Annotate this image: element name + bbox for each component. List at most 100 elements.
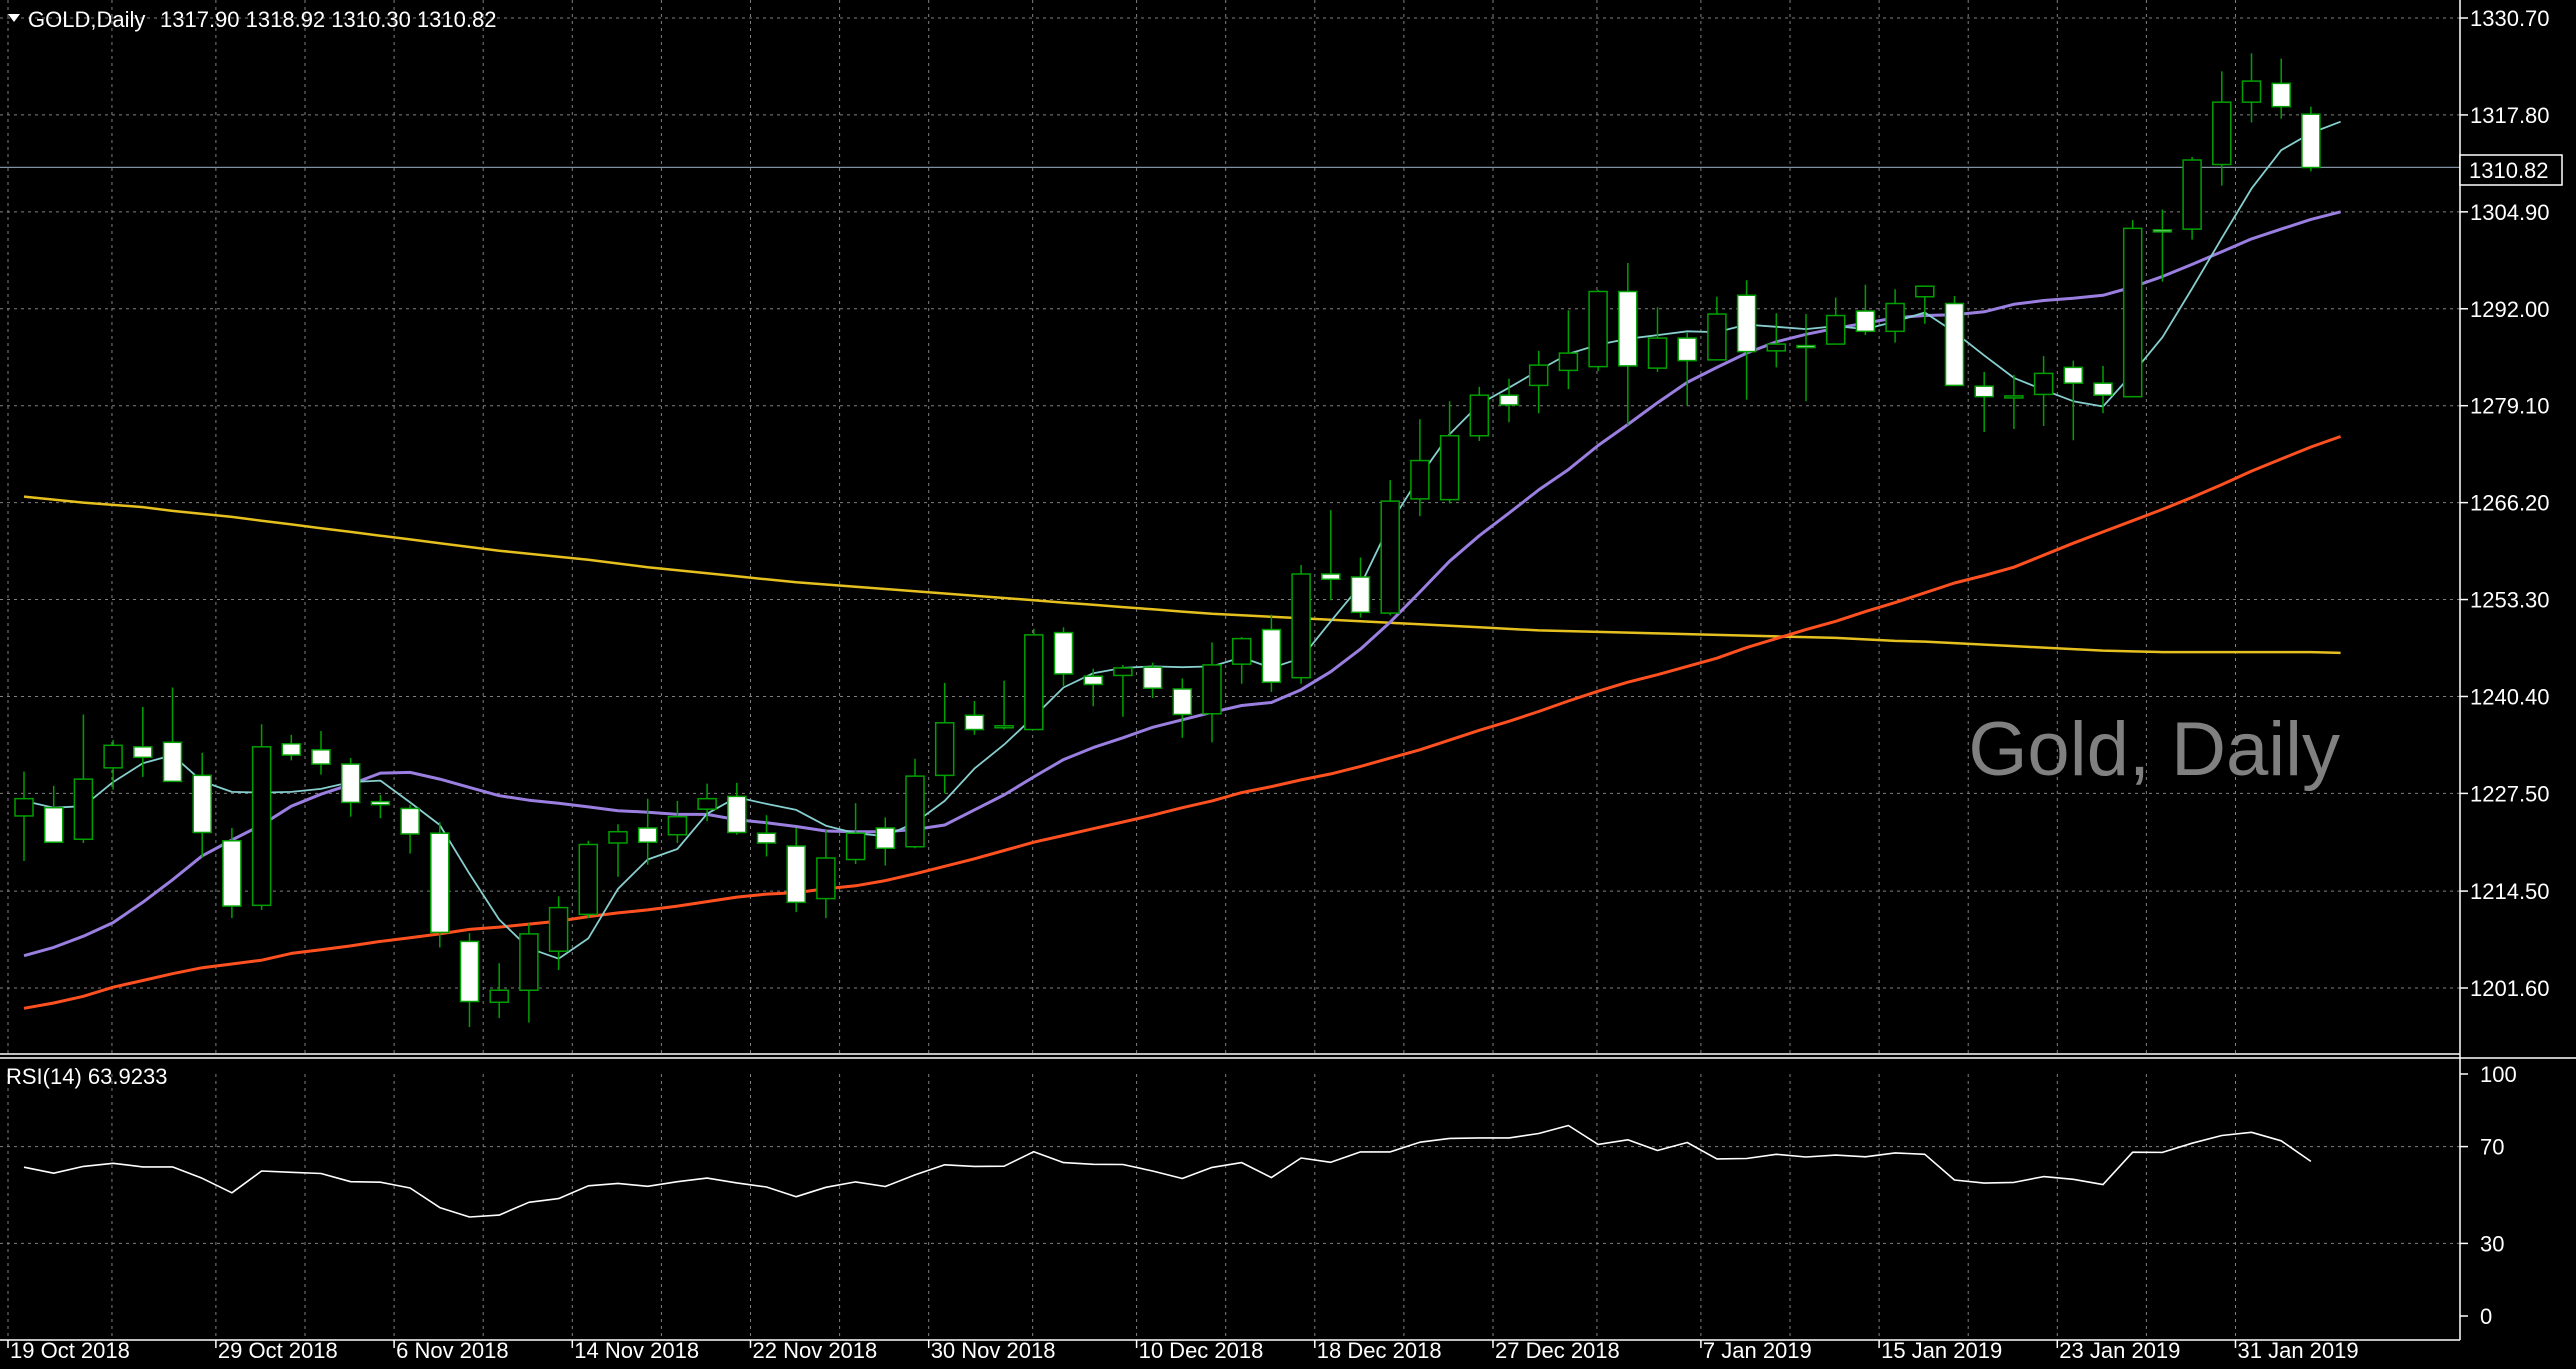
rsi-tick-label: 30 xyxy=(2480,1231,2504,1256)
time-tick-label: 22 Nov 2018 xyxy=(753,1338,878,1363)
time-tick-label: 14 Nov 2018 xyxy=(574,1338,699,1363)
candle-bear xyxy=(1736,294,1757,353)
price-tick-label: 1201.60 xyxy=(2470,976,2550,1001)
rsi-tick-label: 0 xyxy=(2480,1304,2492,1329)
candle-bull xyxy=(1231,637,1252,665)
candle-bear xyxy=(43,806,64,843)
price-tick-label: 1240.40 xyxy=(2470,684,2550,709)
price-tick-label: 1266.20 xyxy=(2470,491,2550,516)
candle-bear xyxy=(637,827,658,843)
time-tick-label: 7 Jan 2019 xyxy=(1703,1338,1812,1363)
candle-bear xyxy=(133,746,153,759)
candle-bull xyxy=(251,746,272,907)
candle-bear xyxy=(1796,344,1816,349)
candle-bear xyxy=(1321,573,1341,581)
candle-bear xyxy=(756,832,777,844)
candle-bear xyxy=(1083,675,1103,686)
rsi-line xyxy=(23,1124,2312,1218)
candle-bear xyxy=(2063,366,2084,384)
candle-bull xyxy=(578,843,599,916)
candle-bull xyxy=(934,722,955,777)
candle-bull xyxy=(1707,313,1727,361)
candle-bear xyxy=(1172,688,1193,716)
candle-bull xyxy=(2122,227,2143,398)
candle-bear xyxy=(727,795,747,834)
candle-bull xyxy=(2182,159,2202,230)
candle-bull xyxy=(1588,290,1608,368)
candle-bear xyxy=(964,714,985,731)
candle-bear xyxy=(1261,628,1282,683)
price-tick-label: 1214.50 xyxy=(2470,879,2550,904)
time-tick-label: 23 Jan 2019 xyxy=(2059,1338,2180,1363)
price-tick-label: 1292.00 xyxy=(2470,297,2550,322)
candle-bear xyxy=(400,807,420,835)
price-tick-label: 1317.80 xyxy=(2470,103,2550,128)
candle-bear xyxy=(222,839,242,907)
candle-bear xyxy=(430,832,450,934)
price-tick-label: 1279.10 xyxy=(2470,394,2550,419)
candle-bull xyxy=(1528,364,1549,387)
candle-bear xyxy=(1499,394,1519,406)
candle-bull xyxy=(1410,459,1430,500)
candle-bear xyxy=(1618,290,1638,367)
candle-bear xyxy=(1677,337,1697,362)
candle-bull xyxy=(103,744,123,769)
candle-bear xyxy=(786,845,806,904)
candle-bull xyxy=(667,815,688,836)
candle-bull xyxy=(73,778,94,840)
candle-bear xyxy=(2093,382,2113,396)
candle-bear xyxy=(1142,666,1163,689)
collapse-triangle-icon[interactable] xyxy=(8,14,20,22)
candle-bull xyxy=(994,725,1014,729)
candle-bear xyxy=(192,774,212,834)
candle-bear xyxy=(459,940,480,1003)
candle-bull xyxy=(1558,352,1579,372)
candle-bear xyxy=(1974,385,1994,398)
rsi-tick-label: 100 xyxy=(2480,1062,2517,1087)
candle-bull xyxy=(1469,394,1490,437)
last-price-value: 1310.82 xyxy=(2469,158,2549,183)
candle-bull xyxy=(1647,337,1668,369)
time-tick-label: 10 Dec 2018 xyxy=(1139,1338,1264,1363)
grid-layer xyxy=(0,0,2460,1340)
candle-bull xyxy=(2212,101,2232,166)
time-tick-label: 18 Dec 2018 xyxy=(1317,1338,1442,1363)
watermark-label: Gold, Daily xyxy=(1968,707,2340,792)
time-tick-label: 15 Jan 2019 xyxy=(1881,1338,2002,1363)
time-tick-label: 29 Oct 2018 xyxy=(218,1338,338,1363)
symbol-label: GOLD,Daily xyxy=(28,7,145,32)
time-tick-label: 6 Nov 2018 xyxy=(396,1338,509,1363)
candle-bear xyxy=(2152,229,2173,233)
time-tick-label: 19 Oct 2018 xyxy=(10,1338,130,1363)
rsi-tick-label: 70 xyxy=(2480,1135,2504,1160)
candle-bear xyxy=(2271,82,2291,108)
candle-bull xyxy=(1439,435,1460,501)
ohlc-label: 1317.90 1318.92 1310.30 1310.82 xyxy=(160,7,496,32)
candle-bull xyxy=(1766,343,1787,352)
candle-bull xyxy=(608,830,628,844)
candle-bull xyxy=(1380,500,1400,614)
candle-bull xyxy=(905,775,925,848)
time-tick-label: 30 Nov 2018 xyxy=(931,1338,1056,1363)
candle-bear xyxy=(875,827,896,849)
candle-bull xyxy=(1113,667,1133,677)
candle-bear xyxy=(1855,310,1876,333)
candle-bull xyxy=(1202,664,1222,715)
candle-bear xyxy=(2301,113,2321,169)
candles-layer xyxy=(14,53,2321,1028)
time-tick-label: 31 Jan 2019 xyxy=(2238,1338,2359,1363)
candle-bull xyxy=(548,906,569,952)
candle-bull xyxy=(697,797,717,810)
rsi-label: RSI(14) 63.9233 xyxy=(6,1064,167,1089)
candle-bull xyxy=(1885,302,1905,333)
candle-bull xyxy=(519,933,539,992)
candle-bear xyxy=(311,749,331,765)
price-tick-label: 1253.30 xyxy=(2470,588,2550,613)
candle-bull xyxy=(845,832,866,861)
candle-bear xyxy=(1944,302,1965,387)
candle-bear xyxy=(1053,631,1074,675)
candle-bull xyxy=(1291,573,1311,679)
candle-bull xyxy=(14,797,34,817)
rsi-layer xyxy=(23,1124,2312,1218)
